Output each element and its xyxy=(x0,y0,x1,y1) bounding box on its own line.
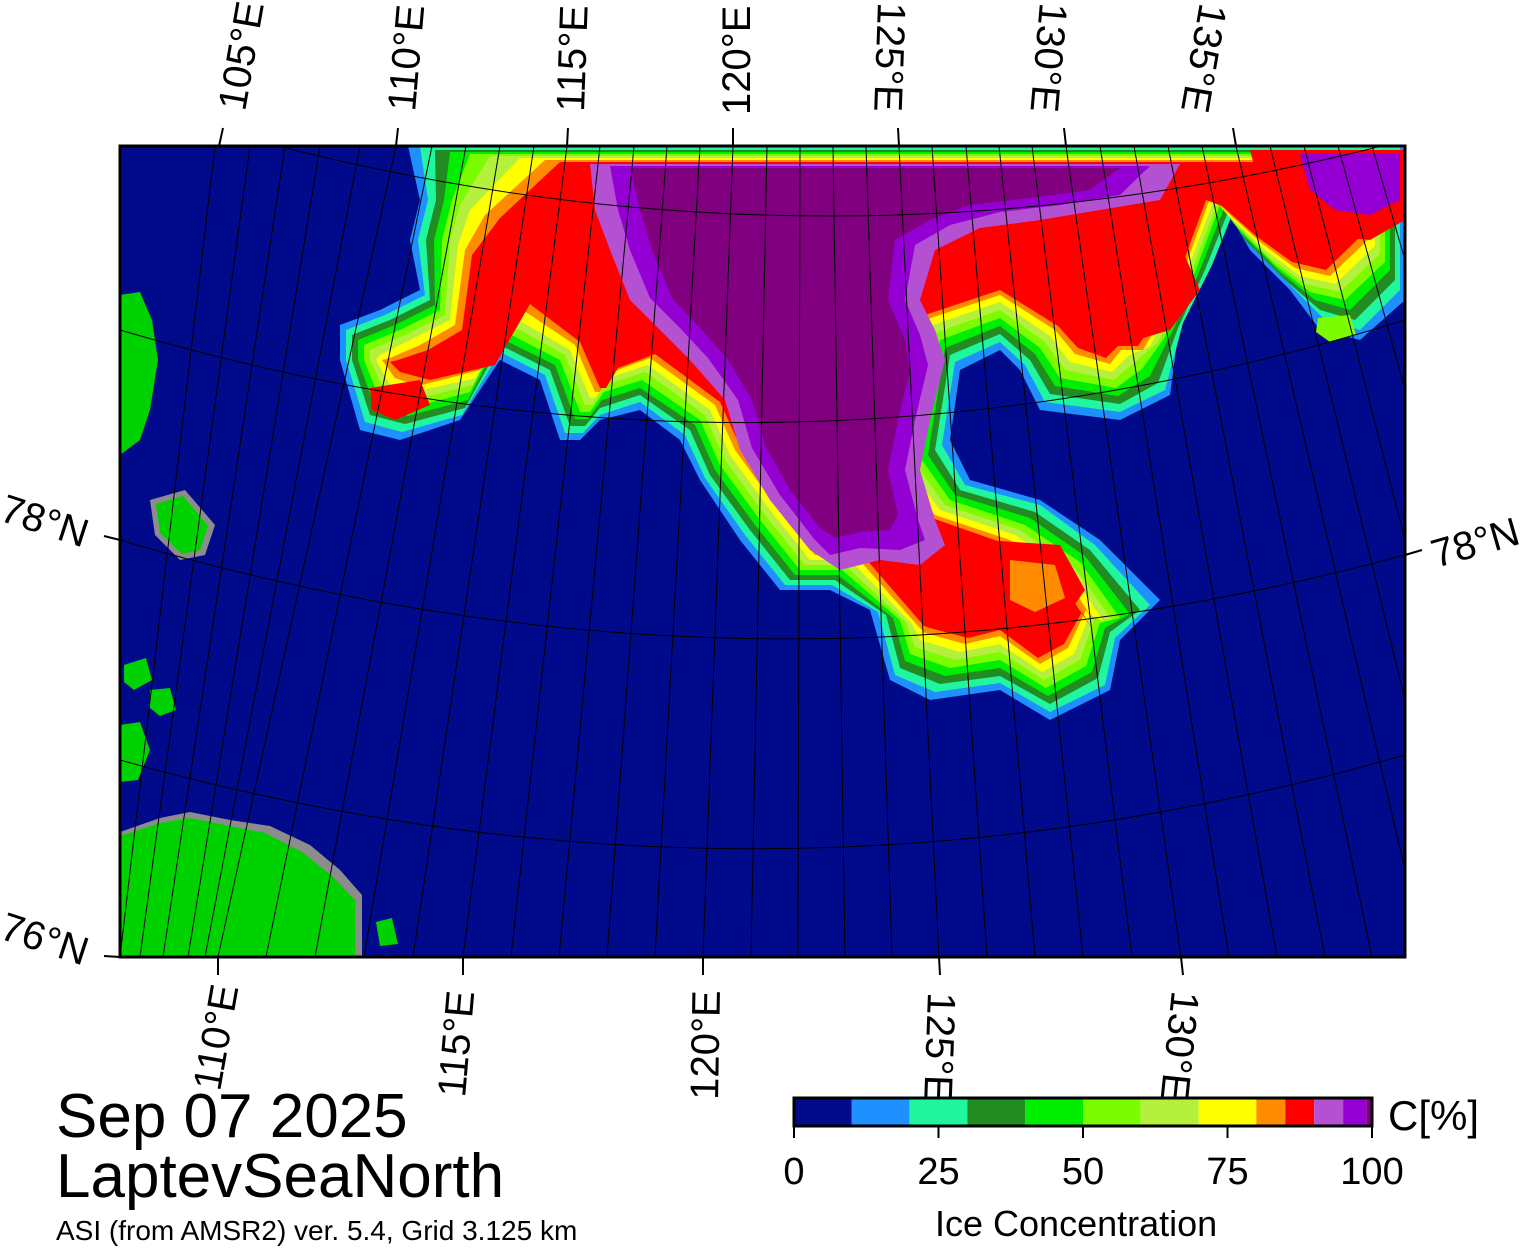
meridian-128e xyxy=(998,146,1084,957)
meridian-137e xyxy=(1303,146,1405,541)
colorbar-swatches xyxy=(794,1098,1372,1126)
meridian-125e xyxy=(898,146,940,957)
meridian-129e xyxy=(1031,146,1133,957)
colorbar-swatch xyxy=(909,1098,968,1126)
bottom-lon-label: 125°E xyxy=(915,992,963,1103)
top-lon-label: 135°E xyxy=(1172,0,1234,115)
ice-band-100 xyxy=(630,168,1120,538)
meridian-119e xyxy=(654,146,701,957)
colorbar-swatch xyxy=(1083,1098,1141,1126)
top-lon-label: 125°E xyxy=(865,2,913,113)
date-title: Sep 07 2025 xyxy=(56,1082,408,1151)
ice-patch-east-pocket xyxy=(1050,245,1200,345)
meridian-138e xyxy=(1337,146,1405,391)
meridian-127e xyxy=(965,146,1036,957)
colorbar-swatch xyxy=(1256,1098,1286,1126)
meridian-115e xyxy=(462,146,568,957)
meridian-118e xyxy=(606,146,668,957)
colorbar-title: Ice Concentration xyxy=(935,1203,1218,1244)
colorbar-swatch xyxy=(1025,1098,1083,1126)
graticule xyxy=(120,146,1405,957)
meridian-109e xyxy=(204,146,361,957)
parallel-79n xyxy=(276,146,1384,217)
colorbar-ticks: 0 25 50 75 100 xyxy=(783,1126,1404,1193)
colorbar-swatch xyxy=(1314,1098,1344,1126)
ice-concentration-field xyxy=(340,146,1405,720)
parallel-77-5n xyxy=(120,754,1405,850)
meridian-112e xyxy=(314,146,467,957)
top-lon-label: 110°E xyxy=(380,3,433,113)
top-lon-label: 115°E xyxy=(549,4,597,112)
meridian-136e xyxy=(1269,146,1405,701)
lat-label-left-76: 76°N xyxy=(0,905,94,974)
colorbar-swatch xyxy=(1198,1098,1257,1126)
meridian-123e xyxy=(832,146,846,957)
land-islet-5 xyxy=(376,918,398,946)
colorbar-swatch xyxy=(794,1098,852,1126)
meridian-131e xyxy=(1099,146,1230,957)
ice-floe-small-1 xyxy=(1316,315,1356,342)
meridian-121e xyxy=(750,146,768,957)
meridian-107e xyxy=(162,146,286,957)
colorbar-swatch xyxy=(1285,1098,1315,1126)
colorbar-tick-label: 25 xyxy=(917,1151,959,1193)
land-islet-3 xyxy=(150,688,176,716)
meridian-133e xyxy=(1167,146,1326,957)
meridian-116e xyxy=(510,146,601,957)
colorbar-swatch xyxy=(851,1098,910,1126)
colorbar-tick-label: 75 xyxy=(1206,1151,1248,1193)
top-lon-label: 130°E xyxy=(1021,1,1074,114)
lat-label-left-78: 78°N xyxy=(0,487,94,556)
meridian-117e xyxy=(558,146,635,957)
colorbar-swatch xyxy=(1343,1098,1367,1126)
meridian-106e xyxy=(139,146,251,957)
colorbar-swatch xyxy=(1140,1098,1199,1126)
meridian-110e xyxy=(217,146,397,957)
colorbar-unit: C[%] xyxy=(1388,1092,1480,1139)
bottom-lon-label: 115°E xyxy=(430,989,483,1099)
colorbar-tick-label: 50 xyxy=(1062,1151,1104,1193)
meridian-114e xyxy=(412,146,535,957)
lat-label-right-78: 78°N xyxy=(1426,510,1524,577)
colorbar-swatch xyxy=(1366,1098,1372,1126)
land-islet-2 xyxy=(124,658,152,690)
meridian-105e xyxy=(120,146,216,957)
ice-patch-southeast-inner xyxy=(1010,560,1065,612)
map-area xyxy=(120,146,1405,957)
meridian-135e xyxy=(1235,146,1405,871)
meridian-124e xyxy=(865,146,893,957)
meridian-108e xyxy=(187,146,321,957)
colorbar-tick-label: 100 xyxy=(1340,1151,1403,1193)
meridian-139e xyxy=(1371,146,1405,261)
colorbar-swatch xyxy=(967,1098,1026,1126)
meridian-120e xyxy=(702,146,734,957)
meridian-134e xyxy=(1201,146,1373,957)
meridian-111e xyxy=(265,146,433,957)
colorbar: 0 25 50 75 100 xyxy=(783,1096,1404,1193)
tick-marks xyxy=(103,127,1423,976)
top-lon-label: 120°E xyxy=(715,6,759,115)
meridian-122e xyxy=(797,146,801,957)
colorbar-tick-label: 0 xyxy=(783,1151,804,1193)
bottom-lon-label: 110°E xyxy=(186,981,248,1093)
product-caption: ASI (from AMSR2) ver. 5.4, Grid 3.125 km xyxy=(56,1215,578,1246)
meridian-130e xyxy=(1065,146,1182,957)
meridian-113e xyxy=(363,146,501,957)
meridian-132e xyxy=(1133,146,1278,957)
region-title: LaptevSeaNorth xyxy=(56,1142,505,1211)
top-longitude-labels: 105°E 110°E 115°E 120°E 125°E 130°E 135°… xyxy=(211,0,1235,116)
top-lon-label: 105°E xyxy=(211,0,273,114)
map-frame xyxy=(118,144,1407,959)
ice-patch-northeast-inner xyxy=(1300,154,1400,215)
bottom-lon-label: 130°E xyxy=(1152,989,1207,1102)
bottom-lon-label: 120°E xyxy=(683,990,729,1100)
meridian-126e xyxy=(931,146,988,957)
ice-floe-small-2 xyxy=(370,380,430,420)
